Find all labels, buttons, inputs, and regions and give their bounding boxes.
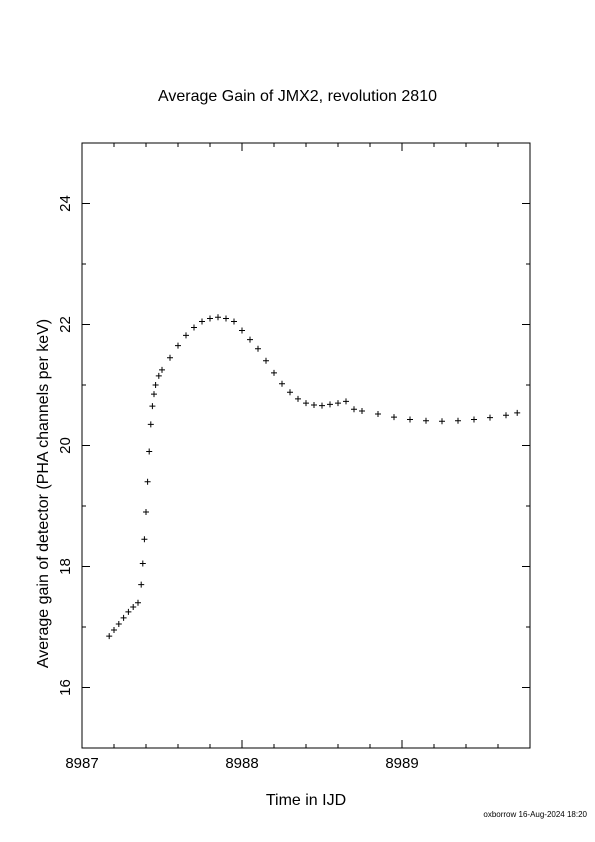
data-point: [146, 448, 153, 455]
data-point: [287, 389, 293, 396]
chart-title: Average Gain of JMX2, revolution 2810: [158, 88, 437, 105]
data-point: [255, 345, 261, 352]
data-point: [152, 382, 159, 388]
footer-credit: oxborrow 16-Aug-2024 18:20: [483, 810, 587, 819]
data-point: [135, 599, 141, 606]
data-point: [111, 627, 117, 634]
data-point: [125, 608, 132, 615]
data-points: [106, 314, 521, 640]
data-point: [247, 336, 253, 343]
data-point: [487, 414, 493, 421]
data-point: [223, 315, 229, 322]
data-point: [191, 324, 197, 331]
data-point: [138, 581, 145, 588]
data-point: [155, 372, 162, 379]
data-point: [141, 536, 148, 543]
data-point: [303, 400, 309, 407]
data-point: [159, 366, 165, 373]
data-point: [455, 417, 461, 424]
data-point: [279, 380, 285, 387]
data-point: [503, 412, 509, 419]
y-axis-label: Average gain of detector (PHA channels p…: [35, 319, 52, 668]
data-point: [115, 620, 122, 627]
data-point: [147, 421, 154, 428]
data-point: [295, 395, 301, 402]
data-point: [139, 560, 146, 567]
x-tick-label: 8989: [385, 755, 418, 772]
plot-frame: [81, 142, 531, 749]
data-point: [471, 416, 477, 423]
y-tick-label: 16: [57, 679, 74, 696]
data-point: [271, 369, 277, 376]
data-point: [311, 401, 317, 408]
y-tick-label: 24: [57, 195, 74, 212]
tick-labels: 16 18 20 22 24 8987 8988 8989: [57, 195, 419, 772]
data-point: [207, 315, 213, 322]
data-point: [199, 318, 205, 325]
data-point: [319, 402, 325, 409]
y-tick-label: 22: [57, 316, 74, 333]
data-point: [359, 408, 365, 415]
data-point: [351, 406, 357, 413]
data-point: [239, 327, 245, 334]
data-point: [130, 604, 137, 611]
data-point: [183, 332, 189, 339]
axis-ticks: [81, 142, 531, 749]
data-point: [143, 509, 149, 516]
data-point: [120, 614, 127, 621]
data-point: [144, 478, 151, 485]
data-point: [343, 398, 349, 405]
data-point: [151, 391, 157, 398]
data-point: [175, 342, 181, 349]
y-tick-label: 20: [57, 437, 74, 454]
data-point: [391, 414, 397, 421]
data-point: [106, 633, 113, 640]
data-point: [149, 403, 156, 410]
y-tick-label: 18: [57, 558, 74, 575]
data-point: [335, 400, 341, 407]
data-point: [423, 417, 429, 424]
data-point: [215, 314, 221, 321]
data-point: [514, 409, 521, 416]
data-point: [231, 318, 237, 325]
x-tick-label: 8987: [65, 755, 98, 772]
data-point: [263, 357, 269, 364]
data-point: [327, 401, 333, 408]
x-axis-label: Time in IJD: [266, 792, 346, 809]
data-point: [375, 411, 381, 418]
data-point: [439, 418, 445, 425]
data-point: [407, 416, 413, 423]
x-tick-label: 8988: [225, 755, 258, 772]
data-point: [167, 354, 173, 361]
